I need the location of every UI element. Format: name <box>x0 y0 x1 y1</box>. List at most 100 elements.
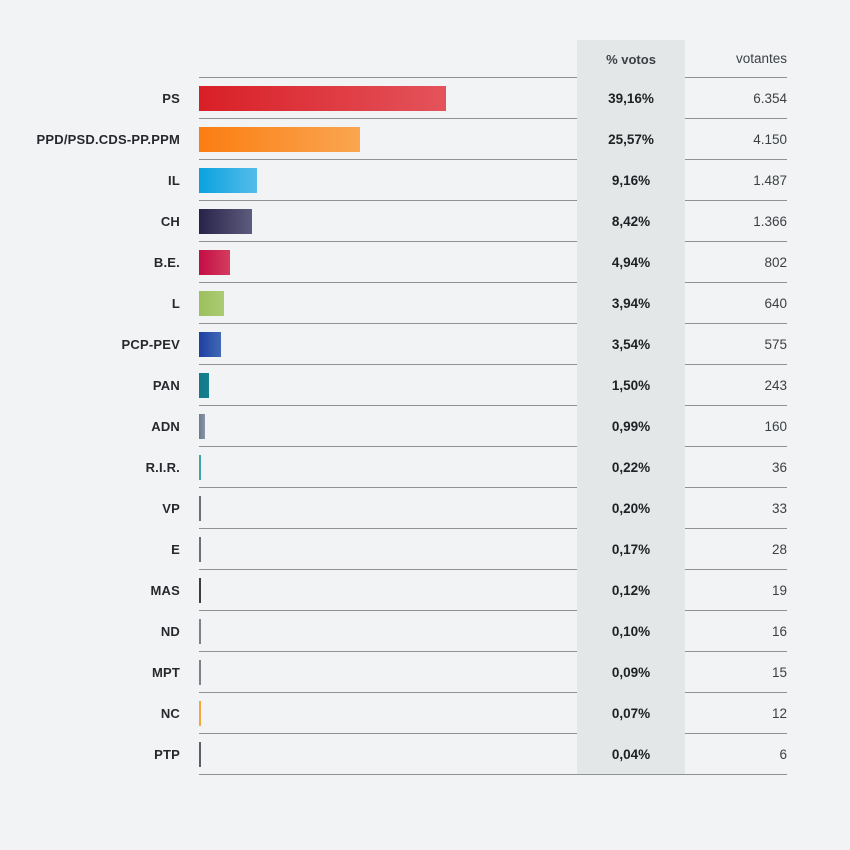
party-label: B.E. <box>153 255 180 270</box>
votantes-value: 4.150 <box>685 119 787 160</box>
table-row: ND 0,10% 16 <box>0 611 787 652</box>
party-label: ADN <box>151 419 180 434</box>
pct-value: 0,17% <box>577 529 685 570</box>
party-label: IL <box>168 173 180 188</box>
bar <box>199 372 209 398</box>
bar <box>199 495 201 521</box>
table-row: E 0,17% 28 <box>0 529 787 570</box>
bar <box>199 577 201 603</box>
pct-value: 1,50% <box>577 365 685 406</box>
pct-value: 0,12% <box>577 570 685 611</box>
pct-value: 0,99% <box>577 406 685 447</box>
bar-cell <box>199 78 577 119</box>
bar <box>199 167 257 193</box>
votantes-value: 160 <box>685 406 787 447</box>
bar <box>199 85 446 111</box>
pct-value: 0,07% <box>577 693 685 734</box>
pct-value: 4,94% <box>577 242 685 283</box>
table-row: R.I.R. 0,22% 36 <box>0 447 787 488</box>
election-results-chart: % votos votantes PS 39,16% 6.354 PPD/PSD… <box>0 40 787 775</box>
party-label: PS <box>162 91 180 106</box>
header-votantes: votantes <box>685 40 787 78</box>
votantes-value: 1.366 <box>685 201 787 242</box>
pct-value: 9,16% <box>577 160 685 201</box>
votantes-value: 36 <box>685 447 787 488</box>
pct-value: 8,42% <box>577 201 685 242</box>
table-row: VP 0,20% 33 <box>0 488 787 529</box>
party-label: MPT <box>151 665 180 680</box>
table-row: NC 0,07% 12 <box>0 693 787 734</box>
bar <box>199 618 201 644</box>
pct-value: 25,57% <box>577 119 685 160</box>
table-row: PAN 1,50% 243 <box>0 365 787 406</box>
votantes-value: 6.354 <box>685 78 787 119</box>
votantes-value: 243 <box>685 365 787 406</box>
table-row: L 3,94% 640 <box>0 283 787 324</box>
bar <box>199 454 201 480</box>
table-header-row: % votos votantes <box>0 40 787 78</box>
bar-cell <box>199 447 577 488</box>
table-row: IL 9,16% 1.487 <box>0 160 787 201</box>
party-label: E <box>171 542 180 557</box>
party-label: ND <box>160 624 180 639</box>
votantes-value: 6 <box>685 734 787 775</box>
bar-cell <box>199 242 577 283</box>
pct-value: 0,10% <box>577 611 685 652</box>
pct-value: 3,54% <box>577 324 685 365</box>
bar-cell <box>199 693 577 734</box>
bar <box>199 290 224 316</box>
table-row: CH 8,42% 1.366 <box>0 201 787 242</box>
votantes-value: 28 <box>685 529 787 570</box>
header-party-spacer <box>0 40 199 78</box>
table-row: ADN 0,99% 160 <box>0 406 787 447</box>
bar-cell <box>199 611 577 652</box>
bar-cell <box>199 488 577 529</box>
votantes-value: 640 <box>685 283 787 324</box>
bar-cell <box>199 160 577 201</box>
party-label: R.I.R. <box>145 460 180 475</box>
bar-cell <box>199 406 577 447</box>
votantes-value: 12 <box>685 693 787 734</box>
bar-cell <box>199 324 577 365</box>
header-pct-votos: % votos <box>577 40 685 78</box>
bar-cell <box>199 570 577 611</box>
bar-cell <box>199 529 577 570</box>
bar-cell <box>199 652 577 693</box>
votantes-value: 16 <box>685 611 787 652</box>
votantes-value: 33 <box>685 488 787 529</box>
party-label: MAS <box>150 583 180 598</box>
bar-cell <box>199 365 577 406</box>
party-label: L <box>171 296 180 311</box>
header-bar-spacer <box>199 40 577 78</box>
pct-value: 39,16% <box>577 78 685 119</box>
party-label: PPD/PSD.CDS-PP.PPM <box>36 132 180 147</box>
table-row: PS 39,16% 6.354 <box>0 78 787 119</box>
bar-cell <box>199 734 577 775</box>
party-label: PTP <box>154 747 180 762</box>
bar <box>199 700 201 726</box>
table-row: PTP 0,04% 6 <box>0 734 787 775</box>
pct-value: 3,94% <box>577 283 685 324</box>
bar-cell <box>199 119 577 160</box>
results-table-body: PS 39,16% 6.354 PPD/PSD.CDS-PP.PPM 25,57… <box>0 78 787 775</box>
pct-value: 0,09% <box>577 652 685 693</box>
party-label: NC <box>160 706 180 721</box>
votantes-value: 19 <box>685 570 787 611</box>
votantes-value: 575 <box>685 324 787 365</box>
party-label: CH <box>160 214 180 229</box>
party-label: VP <box>162 501 180 516</box>
votantes-value: 1.487 <box>685 160 787 201</box>
bar <box>199 659 201 685</box>
bar <box>199 249 231 275</box>
votantes-value: 802 <box>685 242 787 283</box>
bar <box>199 536 201 562</box>
party-label: PAN <box>152 378 180 393</box>
table-row: MPT 0,09% 15 <box>0 652 787 693</box>
bar <box>199 126 361 152</box>
bar <box>199 413 206 439</box>
bar-cell <box>199 283 577 324</box>
bar <box>199 741 201 767</box>
party-label: PCP-PEV <box>121 337 180 352</box>
bar <box>199 208 252 234</box>
bar-cell <box>199 201 577 242</box>
